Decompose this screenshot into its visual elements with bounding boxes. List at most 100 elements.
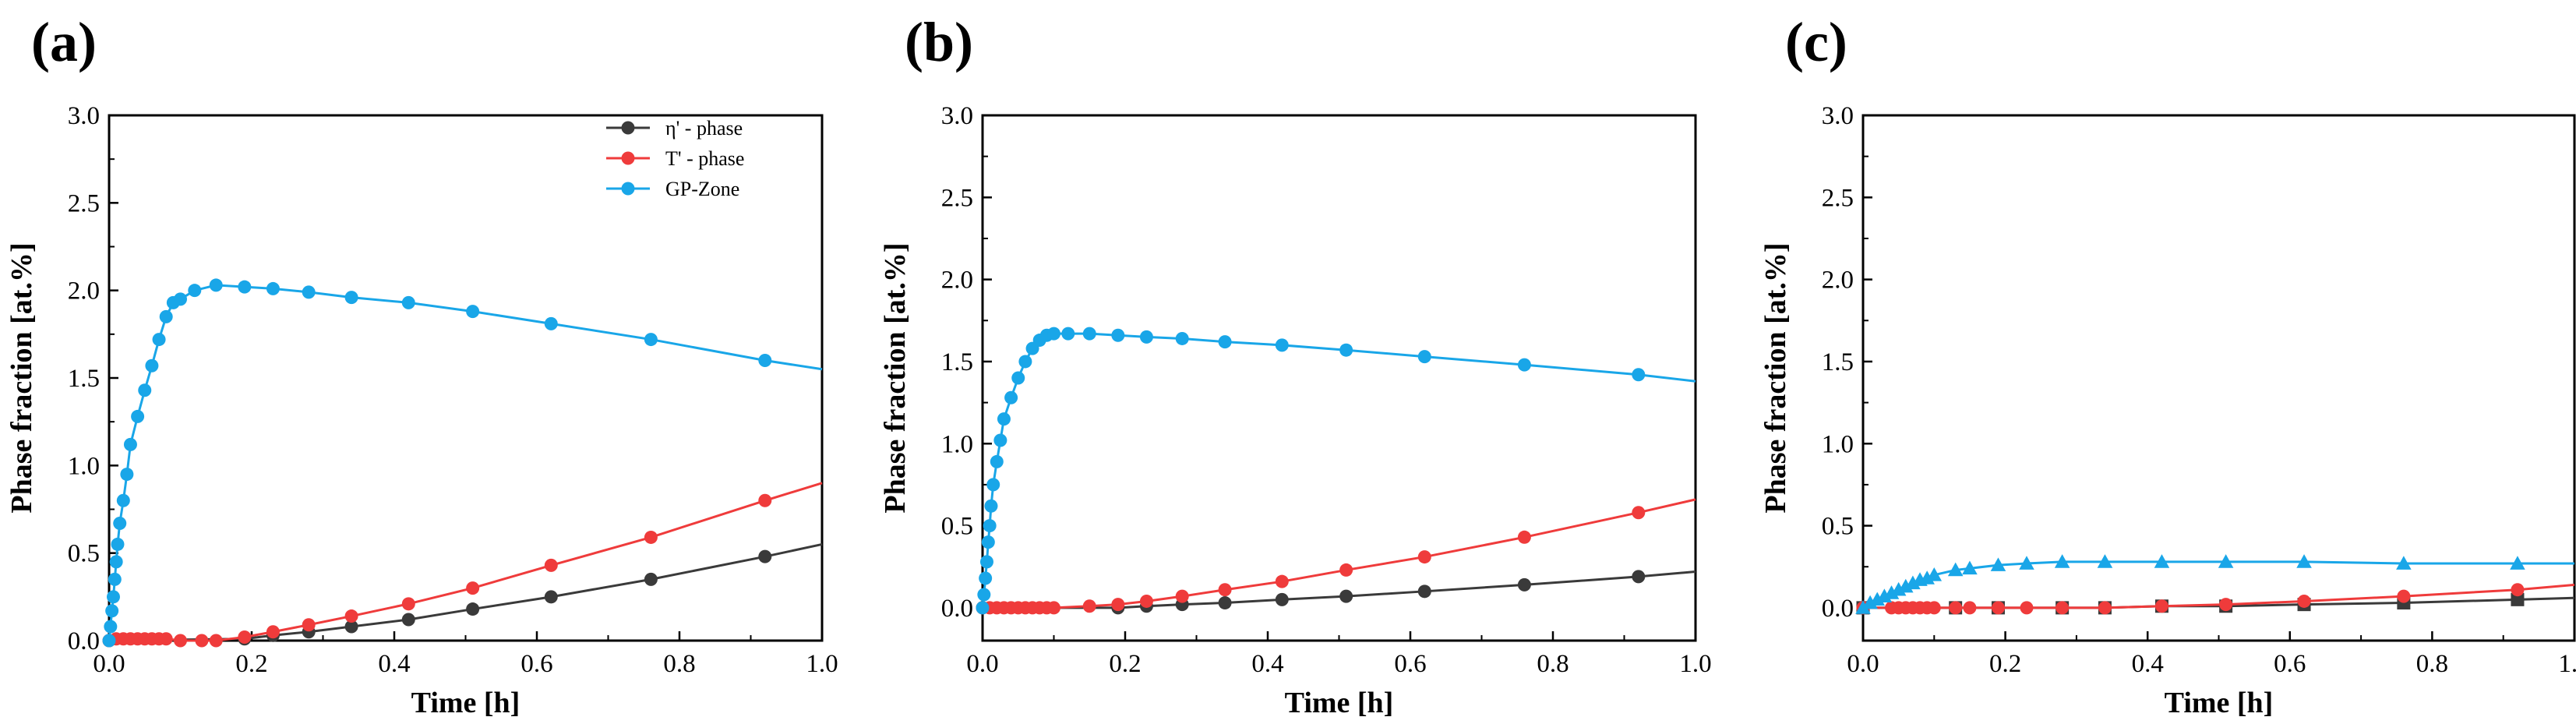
x-tick-label: 0.8 <box>663 650 695 678</box>
data-point-eta <box>466 602 480 616</box>
data-point-T <box>209 634 223 648</box>
y-tick-label: 1.5 <box>941 348 973 376</box>
data-point-T <box>1927 601 1941 615</box>
legend-label-GP: GP-Zone <box>665 178 739 200</box>
series-T <box>976 498 1696 615</box>
x-tick-label: 0.0 <box>1847 650 1879 678</box>
y-tick-label: 1.0 <box>1822 430 1854 458</box>
y-tick-label: 0.0 <box>68 627 100 655</box>
data-point-GP <box>109 555 123 569</box>
x-axis-title: Time [h] <box>1285 687 1394 719</box>
data-point-GP <box>113 516 127 530</box>
series-line-T <box>108 482 823 642</box>
data-point-GP <box>2218 554 2234 568</box>
data-point-T <box>1275 574 1289 588</box>
series-T <box>1856 583 2575 615</box>
data-point-GP <box>1517 358 1531 372</box>
data-point-eta <box>644 572 658 586</box>
data-point-GP <box>977 588 991 602</box>
y-axis-title: Phase fraction [at.%] <box>879 242 912 513</box>
x-tick-label: 0.6 <box>1394 650 1426 678</box>
x-tick-label: 0.8 <box>1537 650 1569 678</box>
data-point-GP <box>209 278 223 292</box>
y-tick-label: 1.5 <box>68 365 100 393</box>
x-tick-label: 0.2 <box>235 650 267 678</box>
data-point-eta <box>544 590 558 604</box>
x-tick-label: 0.4 <box>2132 650 2164 678</box>
data-point-GP <box>1082 327 1096 341</box>
data-point-GP <box>152 333 166 347</box>
y-tick-label: 0.0 <box>1822 595 1854 623</box>
data-point-T <box>1139 594 1153 608</box>
data-point-eta <box>758 549 772 563</box>
data-point-eta <box>344 620 358 634</box>
data-point-T <box>1047 601 1060 615</box>
x-tick-label: 0.2 <box>1109 650 1141 678</box>
y-tick-label: 3.0 <box>941 102 973 130</box>
y-tick-label: 0.5 <box>941 513 973 541</box>
data-point-GP <box>2396 556 2412 570</box>
data-point-GP <box>1111 328 1125 342</box>
legend-label-T: T' - phase <box>665 147 744 170</box>
y-tick-label: 2.0 <box>941 267 973 295</box>
data-point-T <box>195 634 209 648</box>
data-point-GP <box>188 284 202 298</box>
data-point-GP <box>1947 562 1964 577</box>
y-tick-label: 1.0 <box>68 452 100 480</box>
data-point-T <box>401 597 415 611</box>
data-point-T <box>2511 583 2525 597</box>
data-point-GP <box>138 383 152 397</box>
data-point-T <box>159 632 173 646</box>
chart-panel-a: (a) 0.0 0.2 0.4 0.6 0.8 1.0 0.0 0.5 1.0 1.5 2.0 2.5 3… <box>5 11 838 719</box>
data-point-eta <box>2511 592 2525 606</box>
series-GP <box>102 278 823 648</box>
data-point-GP <box>344 291 358 305</box>
y-tick-label: 2.5 <box>941 184 973 212</box>
data-point-GP <box>302 285 316 299</box>
y-tick-label: 2.0 <box>68 277 100 305</box>
panel-label: (b) <box>905 11 973 73</box>
x-tick-label: 0.0 <box>93 650 125 678</box>
x-axis-title: Time [h] <box>2165 687 2274 719</box>
data-point-T <box>2056 601 2070 615</box>
data-point-GP <box>111 537 125 551</box>
data-point-GP <box>2510 556 2525 570</box>
series-GP <box>976 327 1696 615</box>
data-point-T <box>1632 506 1646 520</box>
legend-label-eta: η' - phase <box>665 117 743 140</box>
y-axis-title: Phase fraction [at.%] <box>1759 242 1792 513</box>
data-point-GP <box>102 634 116 648</box>
data-point-GP <box>544 316 558 330</box>
data-point-GP <box>1339 343 1353 357</box>
data-point-eta <box>1517 577 1531 592</box>
data-point-GP <box>979 571 993 585</box>
data-point-T <box>174 634 187 648</box>
data-point-T <box>1949 601 1963 615</box>
data-point-eta <box>1218 596 1232 610</box>
data-point-GP <box>120 468 134 482</box>
data-point-T <box>1963 601 1977 615</box>
panel-label: (c) <box>1785 11 1847 73</box>
x-tick-label: 0.6 <box>2274 650 2306 678</box>
series-eta <box>102 542 823 648</box>
data-point-eta <box>1339 589 1353 603</box>
data-point-eta <box>401 613 415 627</box>
data-point-GP <box>2296 554 2312 568</box>
x-tick-label: 1.0 <box>806 650 838 678</box>
data-point-GP <box>2019 556 2034 570</box>
data-point-GP <box>238 280 252 294</box>
y-tick-label: 0.5 <box>1822 513 1854 541</box>
data-point-GP <box>979 555 993 569</box>
data-point-GP <box>1962 560 1978 575</box>
data-point-T <box>1417 550 1431 564</box>
y-tick-label: 2.0 <box>1822 267 1854 295</box>
data-point-GP <box>1175 331 1189 345</box>
data-point-GP <box>1855 600 1871 614</box>
data-point-T <box>2020 601 2034 615</box>
data-point-GP <box>123 437 137 451</box>
series-line-eta <box>108 542 823 642</box>
data-point-T <box>266 625 280 639</box>
data-point-T <box>1339 563 1353 577</box>
x-axis-title: Time [h] <box>411 687 520 719</box>
